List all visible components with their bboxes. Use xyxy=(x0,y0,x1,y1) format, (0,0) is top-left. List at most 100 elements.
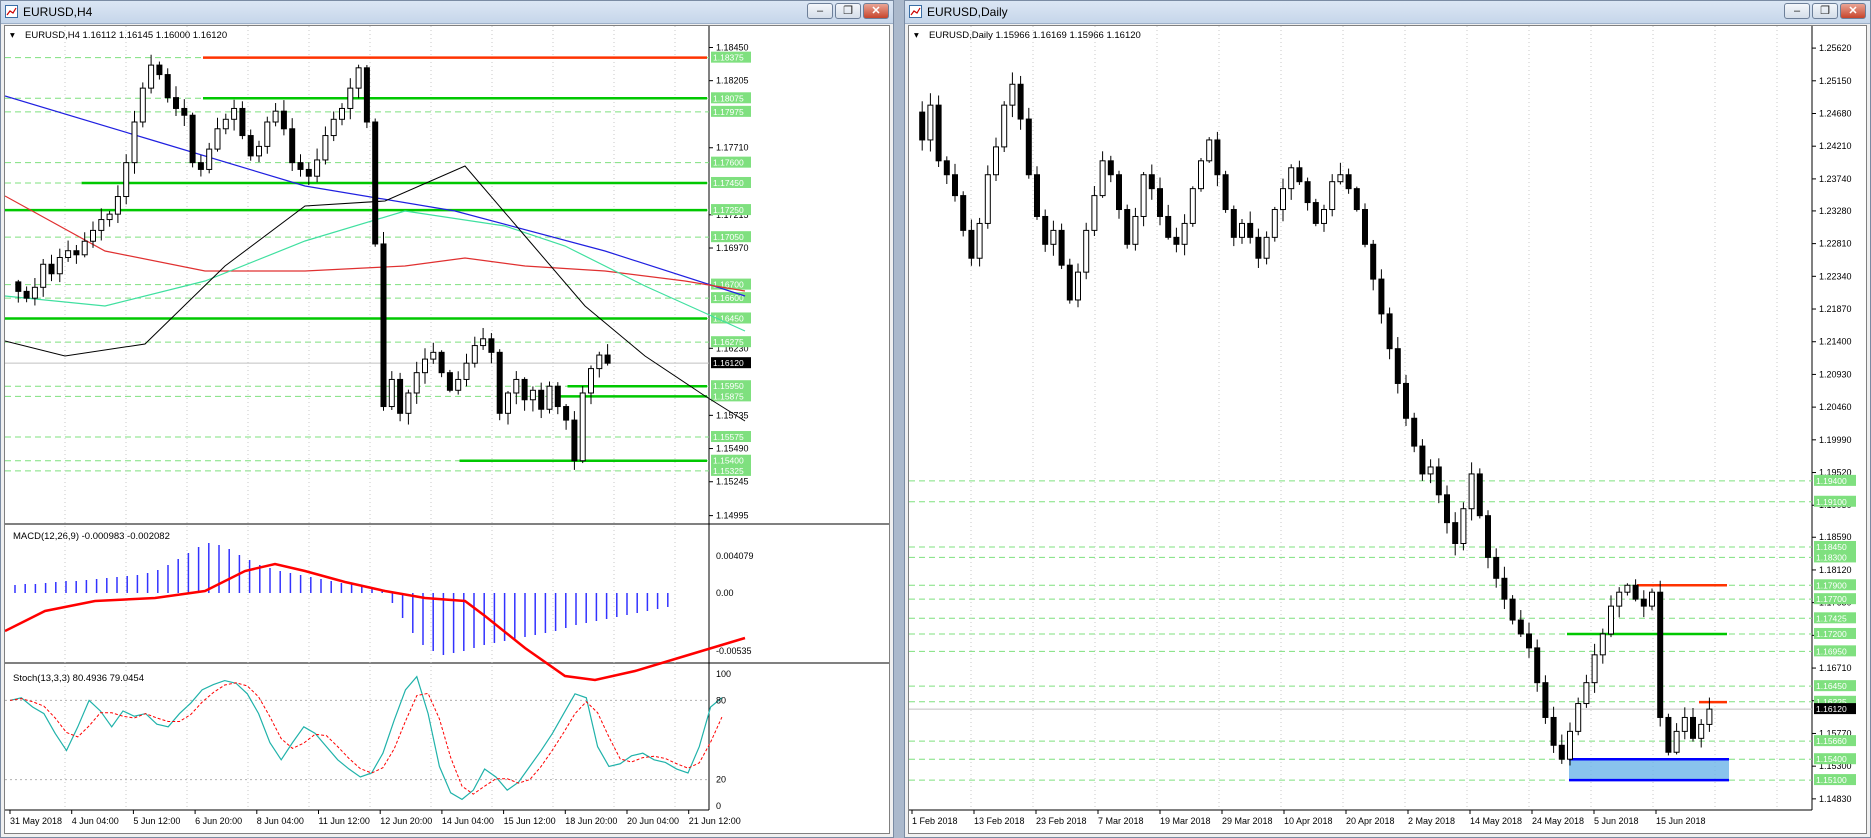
level-tag-box xyxy=(711,292,751,304)
time-axis-label: 15 Jun 12:00 xyxy=(504,816,556,826)
level-tag-box xyxy=(711,105,751,117)
level-tag-box xyxy=(711,156,751,168)
level-tag-box xyxy=(711,51,751,63)
candle-body xyxy=(1312,202,1319,224)
candle-body xyxy=(1362,209,1368,245)
candle-body xyxy=(1657,591,1664,718)
price-axis-label: 1.17710 xyxy=(716,143,749,153)
support-zone xyxy=(1569,759,1729,781)
chart-area[interactable]: EURUSD,H4 1.16112 1.16145 1.16000 1.1612… xyxy=(4,25,890,834)
level-tag-label: 1.16600 xyxy=(713,293,744,303)
chart-window-icon xyxy=(5,5,18,18)
candle-body xyxy=(1206,139,1213,162)
chart-area[interactable]: ▾ EURUSD,Daily 1.15966 1.16169 1.15966 1… xyxy=(908,25,1867,834)
level-tag-box xyxy=(1814,593,1856,605)
candle-body xyxy=(114,196,121,215)
price-axis-label: 1.18120 xyxy=(1819,565,1852,575)
candle-body xyxy=(1526,633,1532,649)
candle-body xyxy=(1066,264,1073,301)
minimize-button[interactable]: ‒ xyxy=(807,3,833,19)
daily-price-chart[interactable]: ▾ EURUSD,Daily 1.15966 1.16169 1.15966 1… xyxy=(909,26,1867,834)
candle-body xyxy=(1091,195,1098,231)
candle-body xyxy=(264,121,271,147)
h4-chart-window[interactable]: EURUSD,H4 ‒ ❐ ✕ EURUSD,H4 1.16112 1.1614… xyxy=(0,0,894,838)
level-tag-box xyxy=(711,92,751,104)
current-price-box xyxy=(711,357,751,369)
title-bar[interactable]: EURUSD,Daily ‒ ❐ ✕ xyxy=(905,1,1870,24)
chart-info-label: EURUSD,Daily 1.15966 1.16169 1.15966 1.1… xyxy=(929,30,1141,41)
candle-body xyxy=(1198,160,1204,190)
candle-body xyxy=(173,97,179,109)
candle-body xyxy=(1493,556,1500,579)
candle-body xyxy=(1001,104,1008,148)
level-tag-label: 1.16950 xyxy=(1816,646,1847,656)
time-axis-label: 10 Apr 2018 xyxy=(1284,816,1333,826)
candle-body xyxy=(927,104,934,141)
candle-body xyxy=(297,162,304,170)
candle-body xyxy=(1558,744,1565,760)
level-tag-label: 1.18300 xyxy=(1816,552,1847,562)
candle-body xyxy=(380,243,387,408)
candle-body xyxy=(1386,313,1393,350)
time-axis-label: 1 Feb 2018 xyxy=(912,816,958,826)
candle-body xyxy=(139,87,146,123)
candle-body xyxy=(1550,716,1557,746)
candle-body xyxy=(505,392,511,414)
window-title: EURUSD,H4 xyxy=(23,5,93,19)
level-tag-label: 1.17600 xyxy=(713,158,744,168)
candle-body xyxy=(529,389,536,401)
candle-body xyxy=(579,392,586,462)
price-axis-label: 1.15300 xyxy=(1819,761,1852,771)
candle-body xyxy=(23,290,30,299)
level-tag-box xyxy=(711,464,751,476)
candle-body xyxy=(1435,466,1442,496)
chart-window-icon xyxy=(909,5,922,18)
candle-body xyxy=(1116,174,1122,211)
title-bar[interactable]: EURUSD,H4 ‒ ❐ ✕ xyxy=(1,1,893,24)
minimize-button[interactable]: ‒ xyxy=(1784,3,1810,19)
candle-body xyxy=(339,107,345,120)
candle-body xyxy=(588,368,594,394)
candle-body xyxy=(1247,222,1254,238)
time-axis-label: 21 Jun 12:00 xyxy=(689,816,741,826)
close-button[interactable]: ✕ xyxy=(863,3,889,19)
candle-body xyxy=(1403,382,1409,419)
candle-body xyxy=(256,145,262,157)
price-axis-label: 1.19520 xyxy=(1819,468,1852,478)
time-axis-label: 13 Feb 2018 xyxy=(974,816,1025,826)
candle-body xyxy=(1353,188,1360,211)
level-tag-box xyxy=(1814,735,1856,747)
daily-chart-window[interactable]: EURUSD,Daily ‒ ❐ ✕ ▾ EURUSD,Daily 1.1596… xyxy=(904,0,1871,838)
candle-body xyxy=(1624,584,1631,593)
restore-button[interactable]: ❐ xyxy=(835,3,861,19)
stoch-main-line xyxy=(9,675,723,801)
candle-body xyxy=(1222,174,1229,211)
price-axis-label: 1.14830 xyxy=(1819,794,1852,804)
candle-body xyxy=(1591,654,1598,684)
level-tag-label: 1.15575 xyxy=(713,432,744,442)
candle-body xyxy=(546,385,553,410)
level-tag-label: 1.16450 xyxy=(713,313,744,323)
level-tag-label: 1.15100 xyxy=(1816,775,1847,785)
level-tag-box xyxy=(711,176,751,188)
macd-axis-label: 0.00 xyxy=(716,588,734,598)
moving-average-line xyxy=(5,95,746,297)
restore-button[interactable]: ❐ xyxy=(1812,3,1838,19)
candle-body xyxy=(1230,209,1237,238)
level-tag-label: 1.15325 xyxy=(713,466,744,476)
price-axis-label: 1.23740 xyxy=(1819,174,1852,184)
level-tag-label: 1.17700 xyxy=(1816,594,1847,604)
level-tag-box xyxy=(1814,627,1856,639)
candle-body xyxy=(214,128,221,150)
price-axis-label: 1.22340 xyxy=(1819,271,1852,281)
chevron-down-icon: ▾ xyxy=(914,30,919,41)
level-tag-box xyxy=(711,454,751,466)
time-axis-label: 5 Jun 2018 xyxy=(1594,816,1639,826)
candle-body xyxy=(563,406,570,421)
candle-body xyxy=(98,219,105,231)
h4-price-chart[interactable]: EURUSD,H4 1.16112 1.16145 1.16000 1.1612… xyxy=(5,26,890,834)
candle-body xyxy=(206,148,213,170)
level-tag-box xyxy=(1814,474,1856,486)
close-button[interactable]: ✕ xyxy=(1840,3,1866,19)
candle-body xyxy=(1017,83,1024,120)
